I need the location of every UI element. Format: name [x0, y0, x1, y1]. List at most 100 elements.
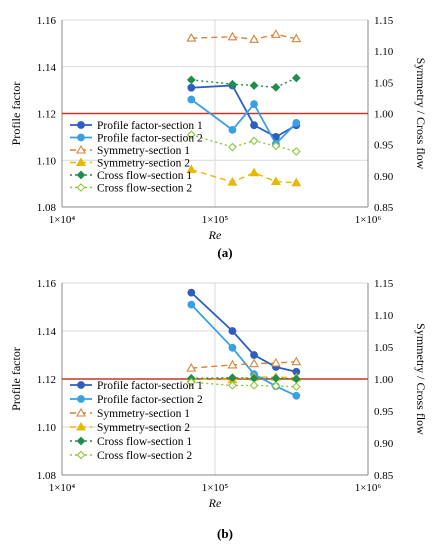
- y-tick-label: 1.14: [37, 326, 57, 338]
- y2-tick-label: 1.15: [374, 15, 394, 27]
- data-point: [186, 130, 196, 140]
- y2-tick-label: 1.15: [374, 278, 394, 290]
- data-point: [228, 142, 237, 152]
- y2-tick-label: 1.00: [374, 374, 394, 386]
- y2-tick-label: 0.85: [374, 470, 394, 482]
- legend-label: Symmetry-section 1: [97, 408, 190, 420]
- y2-axis-title: Symmetry / Cross flow: [414, 58, 428, 170]
- legend-marker: [77, 121, 85, 129]
- y2-tick-label: 0.85: [374, 202, 394, 214]
- y2-tick-label: 0.95: [374, 406, 394, 418]
- legend-marker: [76, 144, 86, 154]
- data-point: [250, 351, 258, 359]
- data-point: [271, 141, 281, 151]
- y-tick-label: 1.10: [37, 155, 57, 167]
- series-profile2: [187, 95, 301, 148]
- data-point: [227, 176, 238, 186]
- legend-marker: [76, 170, 86, 180]
- series-profile1: [187, 81, 301, 141]
- data-point: [292, 391, 301, 400]
- legend-label: Profile factor-section 1: [97, 120, 203, 132]
- x-tick-label: 1×10⁴: [49, 482, 76, 494]
- series-symmetry2: [186, 164, 302, 187]
- x-axis-title: Re: [208, 228, 222, 242]
- data-point: [250, 121, 258, 130]
- y-tick-label: 1.14: [37, 62, 57, 74]
- x-tick-label: 1×10⁶: [355, 214, 382, 226]
- chart-panel-a: 1.08 1.10 1.12 1.14 1.16 0.85 0.90 0.95 1.00 1.05…: [9, 15, 428, 260]
- series-line: [190, 303, 297, 397]
- data-point: [249, 167, 260, 177]
- y2-tick-label: 0.90: [374, 171, 394, 183]
- y2-tick-label: 1.10: [374, 310, 394, 322]
- data-point: [228, 79, 237, 89]
- series-symmetry2: [186, 371, 302, 384]
- data-point: [249, 136, 259, 146]
- data-point: [187, 83, 196, 92]
- legend-label: Profile factor-section 2: [97, 394, 203, 406]
- data-point: [227, 31, 238, 41]
- data-point: [271, 82, 281, 92]
- chart-panel-b: 1.08 1.10 1.12 1.14 1.16 0.85 0.90 0.95 1.00 1.05…: [9, 278, 428, 541]
- y-tick-label: 1.08: [37, 202, 57, 214]
- series-symmetry1: [186, 356, 302, 372]
- legend-marker: [76, 183, 86, 192]
- y-tick-label: 1.12: [37, 374, 56, 386]
- data-point: [291, 356, 302, 366]
- legend-marker: [76, 436, 86, 446]
- series-line: [191, 381, 297, 388]
- data-point: [186, 377, 196, 387]
- data-point: [186, 164, 197, 174]
- data-point: [228, 343, 237, 352]
- data-point: [186, 32, 197, 42]
- figure-caption: (a): [217, 245, 232, 260]
- data-point: [291, 374, 301, 384]
- legend-label: Cross flow-section 1: [97, 436, 192, 448]
- data-point: [270, 357, 281, 367]
- y-tick-label: 1.10: [37, 422, 57, 434]
- data-point: [227, 359, 238, 369]
- x-tick-label: 1×10⁵: [202, 214, 229, 226]
- data-point: [186, 363, 197, 372]
- series-line: [191, 134, 297, 153]
- x-tick-label: 1×10⁵: [202, 482, 229, 494]
- data-point: [292, 118, 301, 127]
- y-axis-title: Profile factor: [9, 347, 23, 411]
- data-point: [249, 34, 260, 43]
- data-point: [270, 176, 281, 185]
- series-symmetry1: [186, 29, 302, 43]
- y-tick-label: 1.08: [37, 470, 57, 482]
- data-point: [187, 300, 196, 309]
- series-profile2: [187, 300, 301, 400]
- legend-marker: [76, 450, 86, 460]
- data-point: [228, 125, 237, 134]
- legend-marker: [77, 381, 85, 389]
- legend-label: Symmetry-section 2: [97, 158, 190, 170]
- data-point: [187, 95, 196, 104]
- y-tick-label: 1.16: [37, 278, 57, 290]
- legend-marker: [77, 133, 85, 142]
- y-tick-label: 1.12: [37, 109, 56, 121]
- y2-tick-label: 1.05: [374, 342, 394, 354]
- series-cross1: [186, 373, 301, 384]
- series-line: [191, 33, 297, 41]
- data-point: [291, 147, 301, 156]
- legend-label: Profile factor-section 1: [97, 380, 203, 392]
- y2-axis-title: Symmetry / Cross flow: [414, 323, 428, 435]
- legend-marker: [76, 421, 86, 431]
- series-line: [191, 377, 297, 380]
- x-tick-label: 1×10⁴: [49, 214, 76, 226]
- legend-label: Cross flow-section 2: [97, 450, 192, 462]
- figure-caption: (b): [217, 526, 233, 541]
- y-tick-label: 1.16: [37, 15, 57, 27]
- data-point: [291, 33, 302, 43]
- legend: Profile factor-section 1 Profile factor-s…: [70, 380, 203, 462]
- y2-tick-label: 1.00: [374, 109, 394, 121]
- data-point: [249, 381, 259, 390]
- data-point: [271, 373, 281, 383]
- series-cross2: [186, 130, 301, 156]
- legend-marker: [77, 395, 85, 403]
- legend-label: Cross flow-section 1: [97, 170, 192, 182]
